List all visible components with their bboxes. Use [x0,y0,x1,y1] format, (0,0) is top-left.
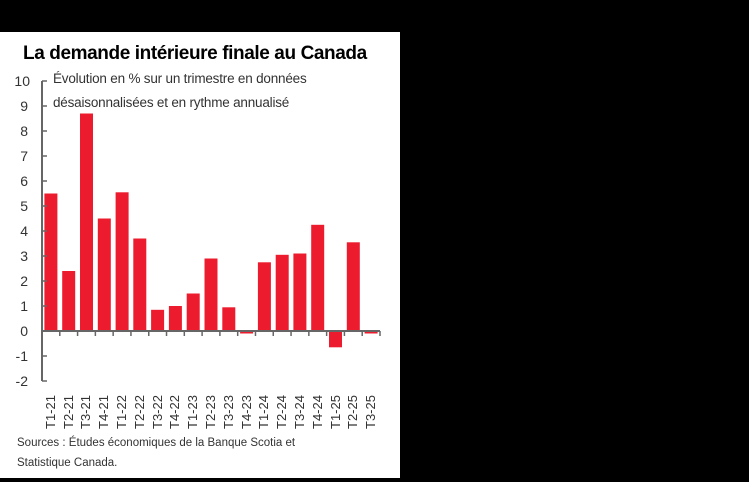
bar-T4-24 [311,224,325,332]
x-tick-label: T1-24 [256,395,272,429]
bar-T4-21 [97,218,111,331]
y-tick-label: 9 [20,98,28,114]
bar-T3-24 [293,253,307,331]
bar-T3-21 [80,113,93,331]
bar-T3-25 [364,331,378,334]
y-tick-label: 0 [20,323,28,339]
bar-T2-22 [133,238,147,331]
x-tick-label: T3-25 [363,395,379,429]
bar-T2-21 [62,271,76,331]
y-tick-label: 3 [20,248,28,264]
bar-T4-23 [240,331,254,334]
x-tick-label: T2-24 [274,395,290,429]
source-note-line-2: Statistique Canada. [17,457,118,469]
x-tick-label: T2-23 [203,395,218,429]
x-tick-label: T1-23 [185,395,201,429]
x-tick-label: T1-21 [42,395,58,429]
bar-T4-22 [168,306,182,331]
x-tick-label: T1-22 [114,395,130,429]
x-tick-label: T4-23 [238,395,254,429]
source-note-line-1: Sources : Études économiques de la Banqu… [17,437,296,449]
bar-T3-23 [222,307,236,332]
x-tick-label: T3-21 [78,395,94,429]
x-tick-label: T2-21 [60,395,76,429]
x-tick-label: T1-25 [327,395,343,429]
y-tick-label: 7 [20,148,28,164]
x-tick-label: T3-22 [149,395,165,429]
y-tick-label: 4 [20,223,28,239]
chart-subtitle-line-2: désaisonnalisées et en rythme annualisé [53,95,290,110]
y-tick-label: 2 [20,273,28,289]
bar-T2-25 [346,242,360,332]
y-tick-label: 6 [20,173,28,189]
x-tick-label: T4-21 [96,395,112,429]
y-tick-label: -2 [15,373,28,389]
x-tick-label: T2-22 [131,395,147,429]
y-tick-label: -1 [15,348,28,364]
bar-T1-24 [257,262,271,332]
bar-T2-24 [275,254,289,332]
bar-T1-23 [186,293,200,331]
x-tick-label: T4-22 [167,395,183,429]
x-tick-label: T4-24 [309,395,325,429]
bar-T2-23 [204,258,218,331]
y-tick-label: 10 [14,73,30,89]
y-tick-label: 1 [20,298,28,314]
x-tick-label: T3-24 [291,395,307,429]
y-tick-label: 8 [20,123,28,139]
x-tick-label: T3-23 [220,395,236,429]
chart-panel [0,32,400,478]
x-tick-label: T2-25 [345,395,361,429]
bar-T1-22 [115,192,129,332]
bar-T3-22 [151,309,165,332]
chart-subtitle-line-1: Évolution en % sur un trimestre en donné… [53,71,307,86]
bar-T1-21 [44,193,58,331]
bar-T1-25 [329,331,342,348]
chart-title: La demande intérieure finale au Canada [23,43,367,64]
y-tick-label: 5 [20,198,28,214]
